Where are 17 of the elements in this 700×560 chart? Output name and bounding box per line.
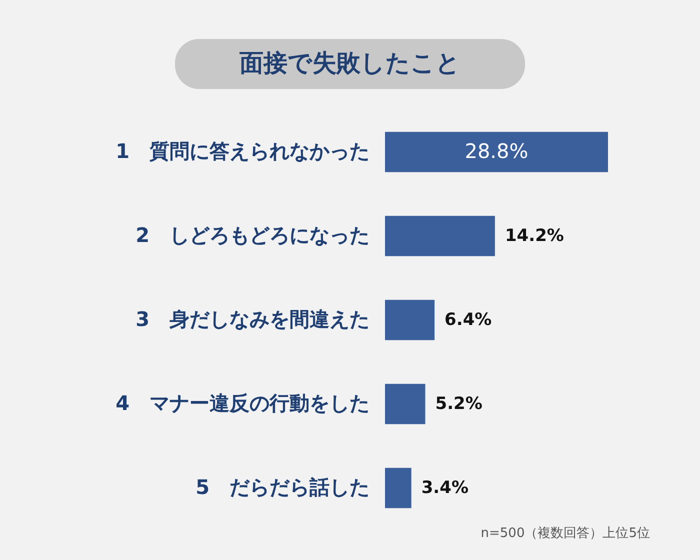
data-label: 3.4% bbox=[421, 478, 468, 498]
bar bbox=[385, 300, 435, 340]
data-label: 14.2% bbox=[504, 226, 564, 246]
bar bbox=[385, 384, 426, 424]
y-tick-label: 3 身だしなみを間違えた bbox=[136, 307, 370, 331]
data-label: 6.4% bbox=[444, 310, 492, 330]
y-tick-label: 5 だらだら話した bbox=[196, 475, 370, 499]
chart-title: 面接で失敗したこと bbox=[238, 49, 460, 77]
bar bbox=[385, 216, 495, 256]
data-label: 5.2% bbox=[435, 394, 482, 414]
data-label: 28.8% bbox=[464, 139, 528, 163]
y-tick-label: 1 質問に答えられなかった bbox=[116, 139, 370, 163]
y-tick-label: 4 マナー違反の行動をした bbox=[116, 391, 370, 415]
annotation: n=500（複数回答）上位5位 bbox=[480, 526, 650, 541]
y-tick-label: 2 しどろもどろになった bbox=[136, 223, 370, 247]
bar bbox=[385, 132, 608, 172]
bar bbox=[385, 468, 412, 508]
